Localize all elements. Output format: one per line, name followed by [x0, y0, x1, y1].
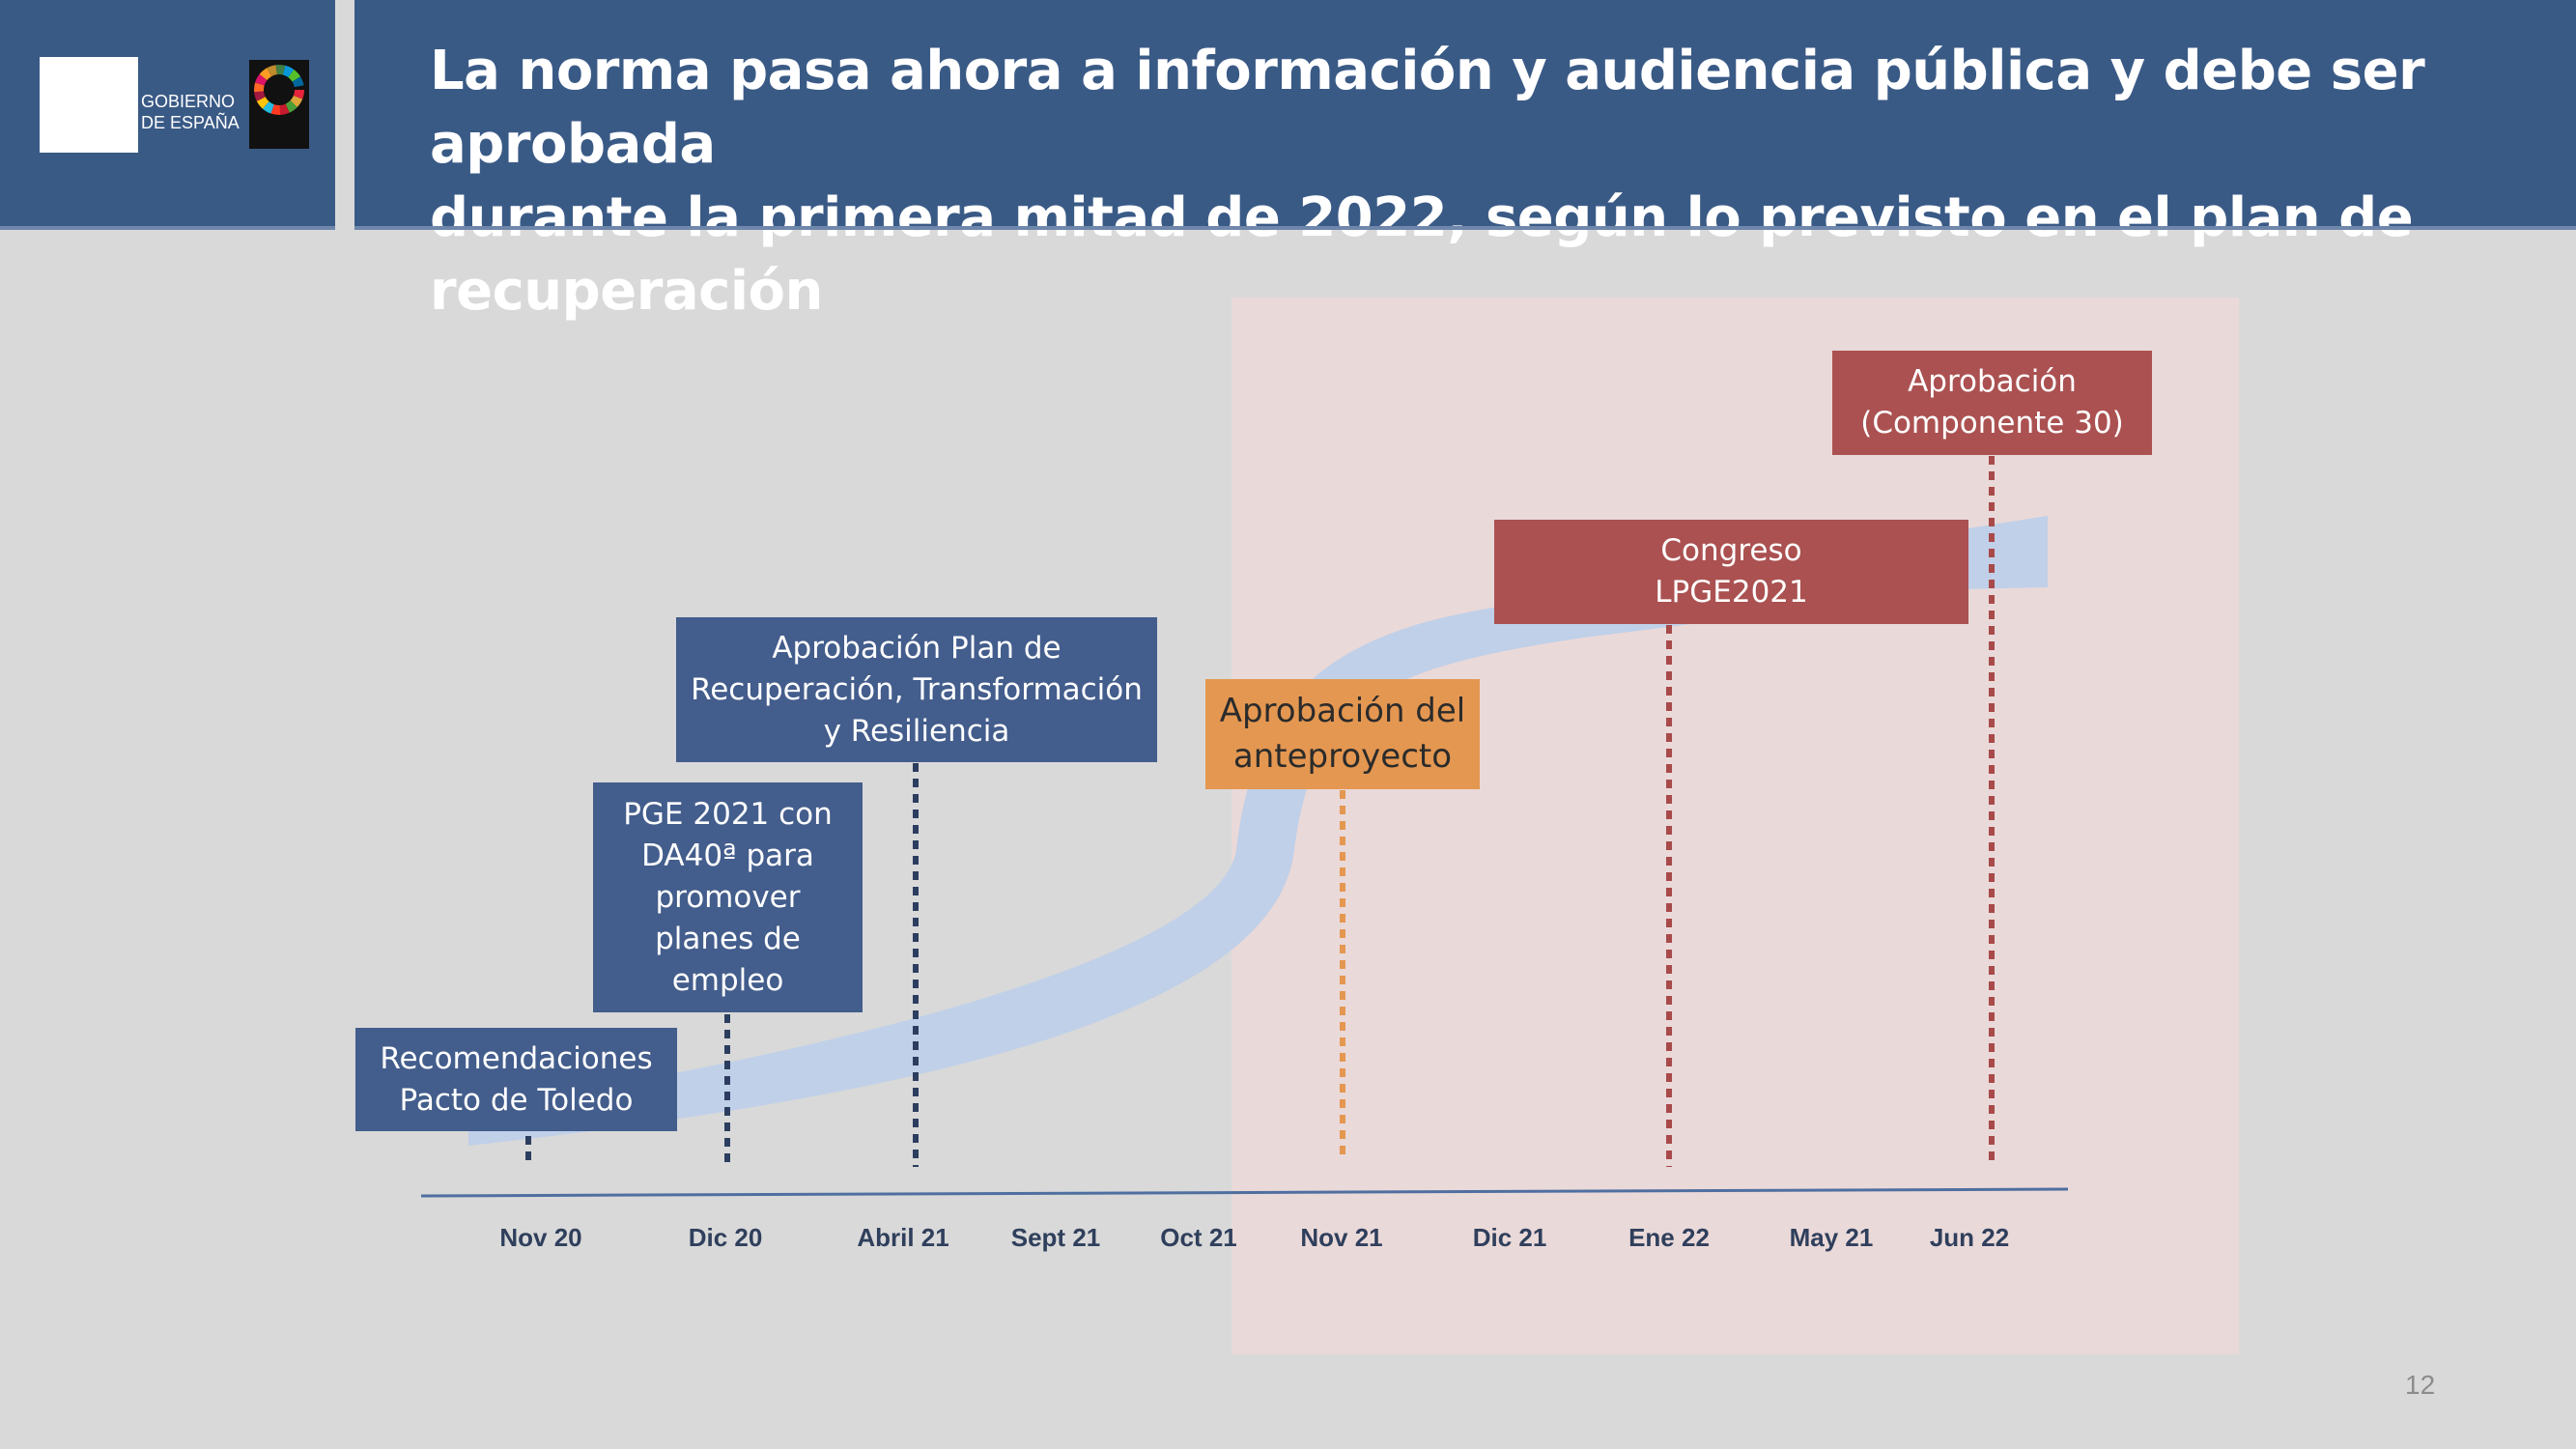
title-line-1: La norma pasa ahora a información y audi…: [430, 40, 2425, 176]
axis-tick-label: Nov 20: [499, 1223, 582, 1252]
timeline-axis: [420, 1187, 2069, 1198]
axis-tick-label: Jun 22: [1929, 1223, 2010, 1252]
header-separator: [335, 0, 354, 230]
logo-line-2: DE ESPAÑA: [141, 113, 240, 132]
axis-tick-label: Oct 21: [1160, 1223, 1237, 1252]
highlight-region: [1231, 298, 2239, 1354]
coat-of-arms-icon: [40, 57, 138, 153]
header-title-panel: La norma pasa ahora a información y audi…: [354, 0, 2576, 323]
milestone-plan: Aprobación Plan de Recuperación, Transfo…: [676, 617, 1157, 762]
axis-tick-label: May 21: [1789, 1223, 1874, 1252]
axis-tick-label: Ene 22: [1628, 1223, 1710, 1252]
milestone-toledo: Recomendaciones Pacto de Toledo: [355, 1028, 677, 1131]
logo-line-1: GOBIERNO: [141, 92, 236, 111]
header-logo-panel: GOBIERNO DE ESPAÑA: [0, 0, 335, 230]
axis-tick-label: Sept 21: [1010, 1223, 1101, 1252]
milestone-congreso: Congreso LPGE2021: [1494, 520, 1968, 624]
milestone-pge2021: PGE 2021 con DA40ª para promover planes …: [593, 782, 863, 1012]
axis-tick-label: Nov 21: [1300, 1223, 1383, 1252]
axis-tick-label: Dic 21: [1472, 1223, 1547, 1252]
title-line-2: durante la primera mitad de 2022, según …: [430, 186, 2414, 323]
progress-arrow: [468, 516, 2048, 1146]
government-logo-text: GOBIERNO DE ESPAÑA: [141, 91, 240, 133]
page-number: 12: [2405, 1370, 2436, 1400]
milestone-anteproyecto: Aprobación del anteproyecto: [1205, 679, 1480, 789]
axis-tick-label: Dic 20: [688, 1223, 763, 1252]
page-title: La norma pasa ahora a información y audi…: [430, 35, 2535, 328]
axis-tick-label: Abril 21: [857, 1223, 949, 1252]
sdg-wheel-icon: [249, 60, 309, 149]
milestone-aprobacion: Aprobación (Componente 30): [1832, 351, 2152, 455]
